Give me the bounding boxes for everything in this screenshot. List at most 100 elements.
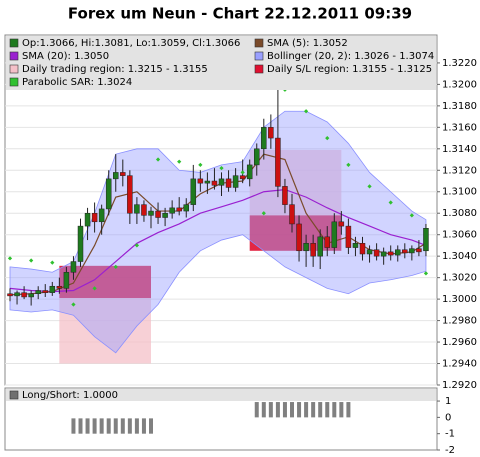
candle-body: [127, 175, 133, 214]
candle-body: [148, 210, 154, 216]
sma20-line: [9, 188, 427, 293]
y-tick-label: 1.2940: [442, 359, 477, 370]
legend-label: Op:1.3066, Hi:1.3081, Lo:1.3059, Cl:1.30…: [22, 38, 240, 49]
legend-label: SMA (20): 1.3050: [22, 51, 109, 62]
y-tick-label: 1.3100: [442, 187, 477, 198]
candle-body: [232, 175, 239, 188]
candle-body: [366, 249, 373, 255]
candle-body: [197, 178, 204, 184]
sar-dot: [240, 170, 245, 175]
legend-swatch: [9, 77, 19, 87]
candle-body: [84, 212, 91, 227]
y-tick-label: 1.3160: [442, 122, 477, 133]
y-tick-label: 1.3220: [442, 58, 477, 69]
bar: [304, 402, 309, 418]
legend-label: Bollinger (20, 2): 1.3026 - 1.3074: [267, 51, 434, 62]
candle-body: [331, 221, 338, 248]
sar-dot: [423, 271, 429, 276]
candle-body: [387, 251, 394, 256]
candle-body: [275, 137, 281, 187]
legend-swatch: [9, 38, 19, 48]
bollinger-band: [9, 110, 427, 354]
sar-dot: [219, 166, 224, 171]
chart-title: Forex um Neun - Chart 22.12.2011 09:39: [68, 5, 412, 23]
bar: [290, 402, 294, 418]
candle-body: [77, 225, 84, 262]
bar: [318, 402, 323, 418]
bar: [141, 418, 146, 434]
candle-body: [120, 172, 126, 176]
candle-body: [7, 293, 13, 297]
y-tick-label: -1: [445, 429, 455, 440]
bar: [268, 402, 273, 418]
candle-body: [296, 223, 302, 252]
bar: [261, 402, 266, 418]
candle-body: [204, 180, 211, 184]
candle-body: [56, 285, 63, 289]
bar: [92, 418, 97, 434]
candle-body: [317, 236, 323, 257]
bar: [106, 418, 111, 434]
bar: [332, 402, 337, 418]
bar: [85, 418, 90, 434]
bar: [254, 402, 259, 418]
y-tick-label: 1.3120: [442, 165, 477, 176]
candle-body: [303, 243, 309, 252]
candle-body: [141, 204, 147, 216]
candle-body: [35, 290, 41, 294]
y-tick-label: -2: [445, 445, 455, 456]
candle-body: [176, 207, 182, 212]
bar: [134, 418, 139, 434]
sar-dot: [198, 162, 203, 168]
candle-body: [402, 249, 408, 254]
legend-label: SMA (5): 1.3052: [267, 38, 348, 49]
trading-region: [59, 298, 151, 364]
candle-body: [91, 212, 98, 223]
sar-dot: [177, 159, 182, 164]
bar: [311, 402, 316, 418]
bar: [282, 402, 287, 418]
y-tick-label: 1.3000: [442, 294, 477, 305]
candle-body: [218, 178, 225, 186]
y-tick-label: 1: [445, 396, 451, 407]
legend-label: Parabolic SAR: 1.3024: [22, 77, 132, 88]
candle-body: [42, 290, 48, 293]
candle-body: [324, 236, 330, 248]
legend-box: [6, 389, 436, 401]
candle-body: [98, 208, 105, 223]
sar-dot: [346, 162, 351, 168]
legend-box: [6, 36, 436, 90]
legend-label: Daily trading region: 1.3215 - 1.3155: [22, 64, 208, 75]
bar: [120, 418, 125, 434]
candle-body: [183, 204, 189, 212]
candle-body: [14, 292, 20, 297]
candle-body: [105, 178, 112, 210]
candle-body: [373, 249, 380, 257]
legend-label: Long/Short: 1.0000: [22, 390, 118, 401]
bar: [149, 418, 153, 434]
y-tick-label: 1.3060: [442, 230, 477, 241]
sar-dot: [325, 135, 330, 141]
candle-body: [416, 248, 422, 253]
y-tick-label: 1.3180: [442, 101, 477, 112]
candle-body: [162, 212, 168, 218]
y-tick-label: 1.3200: [442, 79, 477, 90]
candle-body: [345, 225, 352, 248]
candle-body: [113, 172, 119, 180]
y-tick-label: 1.2980: [442, 316, 477, 327]
y-tick-label: 0: [445, 412, 451, 423]
legend-swatch: [9, 51, 19, 61]
y-tick-label: 1.2920: [442, 380, 477, 391]
candle-body: [352, 243, 359, 248]
candle-body: [239, 175, 246, 180]
candle-body: [49, 285, 56, 293]
candle-body: [134, 204, 140, 214]
legend-swatch: [9, 64, 19, 74]
legend-swatch: [9, 390, 19, 400]
y-tick-label: 1.3140: [442, 144, 477, 155]
sar-dot: [155, 157, 161, 162]
bar: [346, 402, 351, 418]
candle-body: [289, 204, 295, 225]
bar: [325, 402, 330, 418]
